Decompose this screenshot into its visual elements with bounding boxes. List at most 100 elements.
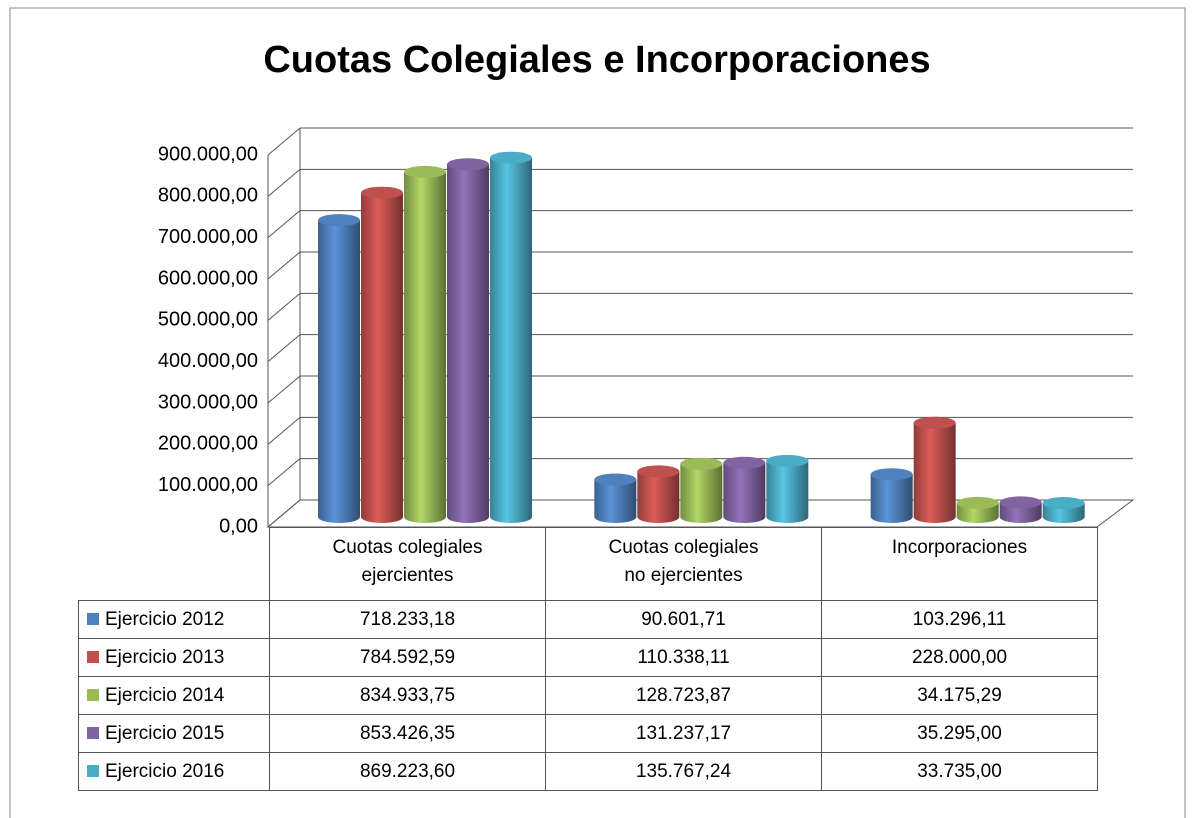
- bar-top: [680, 457, 723, 470]
- grid-line: [267, 375, 301, 404]
- legend-cell: Ejercicio 2016: [78, 752, 270, 791]
- bar: [361, 186, 403, 523]
- bar-top: [594, 473, 637, 486]
- value-cell: 35.295,00: [821, 714, 1098, 753]
- table-row: Ejercicio 2015 853.426,35 131.237,17 35.295…: [78, 714, 1098, 753]
- category-label: Cuotas colegiales no ejercientes: [608, 537, 759, 586]
- legend-label: Ejercicio 2016: [105, 760, 225, 782]
- category-label: Cuotas colegiales ejercientes: [332, 537, 483, 586]
- legend-swatch: [87, 650, 99, 663]
- value-cell: 834.933,75: [269, 676, 546, 715]
- bar-body: [637, 471, 680, 517]
- bar-top: [361, 186, 403, 199]
- y-tick-label: 800.000,00: [158, 185, 258, 207]
- grid-line: [267, 458, 301, 487]
- value-cell: 110.338,11: [545, 638, 822, 677]
- bar-top: [1042, 497, 1085, 510]
- header-row: Cuotas colegiales ejercientes Cuotas cole…: [79, 527, 1098, 601]
- grid-line: [267, 499, 301, 528]
- grid-line: [267, 127, 301, 156]
- y-tick-label: 500.000,00: [158, 309, 258, 331]
- grid-line: [267, 334, 301, 363]
- table-row: Ejercicio 2013 784.592,59 110.338,11 228.00…: [78, 638, 1098, 677]
- value-cell: 228.000,00: [821, 638, 1098, 677]
- bar-top: [913, 416, 956, 429]
- bar-body: [594, 479, 637, 517]
- bar-body: [404, 171, 446, 517]
- y-tick-label: 100.000,00: [158, 474, 258, 496]
- category-label: Incorporaciones: [891, 537, 1028, 558]
- bar-top: [637, 465, 680, 478]
- grid-line: [267, 292, 301, 321]
- category-cell: Cuotas colegiales ejercientes: [269, 527, 546, 601]
- bar-body: [723, 462, 766, 517]
- bar: [956, 496, 999, 523]
- chart-title: Cuotas Colegiales e Incorporaciones: [263, 39, 930, 81]
- y-tick-label: 600.000,00: [158, 267, 258, 289]
- category-cell: Incorporaciones: [821, 527, 1098, 601]
- value-cell: 784.592,59: [269, 638, 546, 677]
- legend-swatch: [87, 726, 99, 739]
- value-cell: 135.767,24: [545, 752, 822, 791]
- value-cell: 90.601,71: [545, 600, 822, 639]
- legend-label: Ejercicio 2015: [105, 722, 225, 744]
- legend-label: Ejercicio 2013: [105, 646, 225, 668]
- corner: [79, 528, 270, 601]
- y-tick-label: 400.000,00: [158, 350, 258, 372]
- legend-label: Ejercicio 2014: [105, 684, 225, 706]
- y-tick-label: 300.000,00: [158, 391, 258, 413]
- y-tick-label: 900.000,00: [158, 143, 258, 165]
- bar: [594, 473, 637, 523]
- category-cell: Cuotas colegiales no ejercientes: [545, 527, 822, 601]
- data-table: Cuotas colegiales ejercientes Cuotas cole…: [78, 527, 1098, 791]
- chart-frame: [9, 7, 1186, 818]
- bar: [723, 456, 766, 523]
- table-row: Ejercicio 2014 834.933,75 128.723,87 34.175…: [78, 676, 1098, 715]
- bar-body: [680, 463, 723, 517]
- bar: [637, 465, 680, 523]
- bar: [680, 457, 723, 523]
- bar: [999, 496, 1042, 523]
- bar-top: [404, 165, 446, 178]
- grid-line: [267, 251, 301, 280]
- bar-top: [766, 454, 809, 467]
- grid-line: [267, 210, 301, 239]
- value-cell: 103.296,11: [821, 600, 1098, 639]
- bar-top: [723, 456, 766, 469]
- bar-body: [361, 192, 403, 518]
- grid-line: [267, 168, 301, 197]
- bar-body: [447, 164, 489, 518]
- bar-top: [999, 496, 1042, 509]
- bar-top: [870, 468, 913, 481]
- bar: [1042, 497, 1085, 523]
- legend-swatch: [87, 688, 99, 701]
- bar-top: [318, 214, 360, 227]
- bar-body: [870, 474, 913, 517]
- value-cell: 869.223,60: [269, 752, 546, 791]
- legend-swatch: [87, 612, 99, 625]
- bar-body: [766, 460, 809, 517]
- value-cell: 718.233,18: [269, 600, 546, 639]
- bar: [870, 468, 913, 523]
- y-tick-label: 200.000,00: [158, 433, 258, 455]
- legend-cell: Ejercicio 2015: [78, 714, 270, 753]
- legend-swatch: [87, 764, 99, 777]
- bar-body: [490, 157, 532, 517]
- bar: [766, 454, 809, 523]
- bar-top: [447, 158, 489, 171]
- value-cell: 34.175,29: [821, 676, 1098, 715]
- legend-label: Ejercicio 2012: [105, 608, 225, 630]
- bar: [447, 158, 489, 523]
- bar-body: [318, 220, 360, 517]
- bar: [490, 151, 532, 523]
- bar-top: [490, 151, 532, 164]
- table-row: Ejercicio 2012 718.233,18 90.601,71 103.296…: [78, 600, 1098, 639]
- value-cell: 33.735,00: [821, 752, 1098, 791]
- bar: [404, 165, 446, 523]
- legend-cell: Ejercicio 2013: [78, 638, 270, 677]
- grid-line: [267, 416, 301, 445]
- table-row: Ejercicio 2016 869.223,60 135.767,24 33.735…: [78, 752, 1098, 791]
- y-tick-label: 700.000,00: [158, 226, 258, 248]
